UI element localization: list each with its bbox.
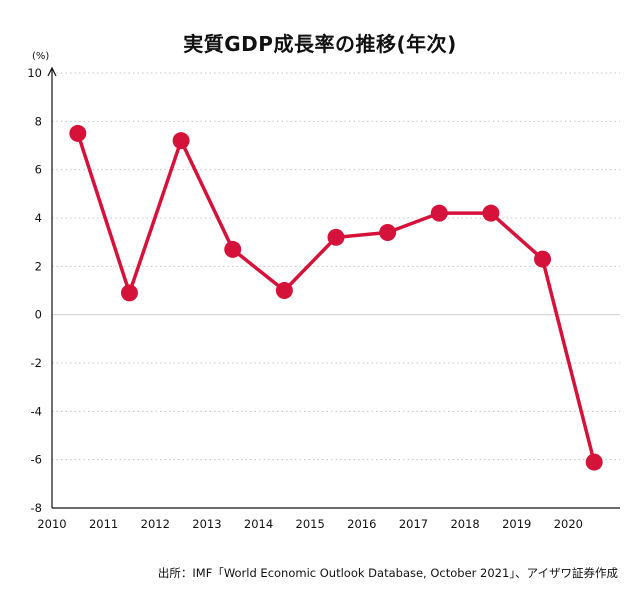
y-axis-unit-label: (%) <box>32 51 49 62</box>
y-tick-label: 2 <box>35 259 42 273</box>
data-point <box>69 124 87 142</box>
y-tick-label: 6 <box>35 163 42 177</box>
y-tick-label: -4 <box>31 404 42 418</box>
x-tick-label: 2016 <box>347 517 376 531</box>
x-tick-label: 2020 <box>554 517 583 531</box>
y-axis-arrow <box>47 66 57 77</box>
y-tick-label: 10 <box>27 66 42 80</box>
data-point <box>534 250 552 268</box>
x-tick-label: 2011 <box>89 517 118 531</box>
y-tick-label: -8 <box>31 501 42 515</box>
y-tick-label: 0 <box>35 308 42 322</box>
x-tick-label: 2013 <box>192 517 221 531</box>
y-tick-label: -6 <box>31 453 42 467</box>
data-point <box>585 453 603 471</box>
chart-title: 実質GDP成長率の推移(年次) <box>183 32 457 56</box>
y-tick-label: 4 <box>35 211 42 225</box>
data-point <box>275 282 293 299</box>
data-point <box>379 224 397 241</box>
x-tick-label: 2018 <box>450 517 479 531</box>
x-tick-label: 2012 <box>141 517 170 531</box>
data-point <box>482 204 500 222</box>
x-tick-label: 2017 <box>399 517 428 531</box>
y-tick-label: -2 <box>31 356 42 370</box>
x-tick-label: 2015 <box>296 517 325 531</box>
data-point <box>327 228 345 246</box>
x-tick-label: 2010 <box>37 517 66 531</box>
data-point <box>172 132 190 150</box>
x-tick-label: 2019 <box>502 517 531 531</box>
y-tick-label: 8 <box>35 114 42 128</box>
source-note: 出所：IMF「World Economic Outlook Database, … <box>157 566 618 580</box>
data-point <box>224 240 242 258</box>
tick-labels: -8 -6 -4 -2 0 2 4 6 8 10 2010 2011 2012 2013 2014 2015 2… <box>27 66 583 531</box>
series-line <box>76 131 596 464</box>
data-point <box>430 204 448 222</box>
x-tick-label: 2014 <box>244 517 273 531</box>
data-point <box>120 284 138 302</box>
grid-lines <box>52 72 620 461</box>
data-series <box>69 124 603 471</box>
axes <box>47 66 620 509</box>
